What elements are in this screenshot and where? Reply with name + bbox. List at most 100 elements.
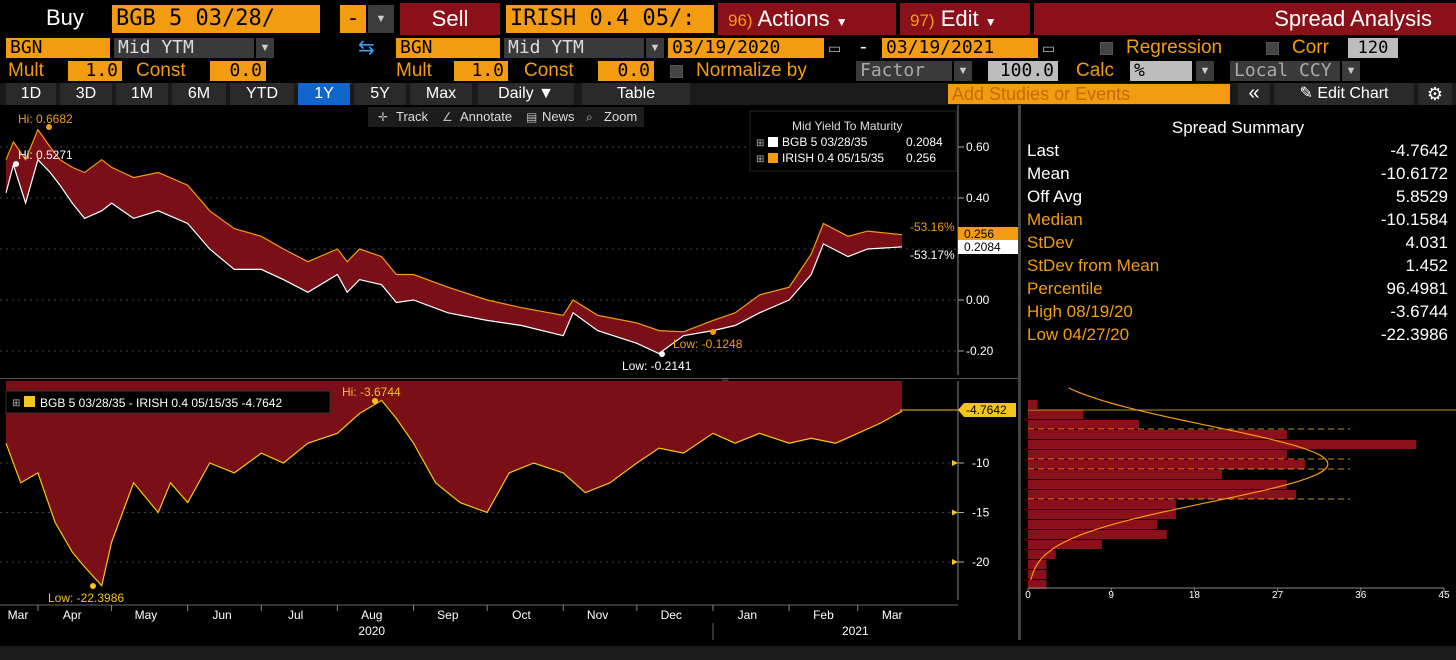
edit-chart-button[interactable]: ✎ Edit Chart	[1274, 83, 1414, 105]
month-label: Mar	[882, 608, 903, 622]
buy-ticker-input[interactable]: BGB 5 03/28/	[112, 5, 320, 33]
calendar-start-icon[interactable]: ▭	[828, 40, 842, 56]
field2-select[interactable]: Mid YTM	[504, 38, 644, 58]
month-label: Aug	[361, 608, 382, 622]
low-orange-marker	[710, 329, 716, 335]
histogram-x-tick-label: 45	[1438, 590, 1450, 601]
chart-toolbar: ✛ Track ∠ Annotate ▤ News ⌕ Zoom	[368, 107, 644, 127]
date-separator: -	[860, 36, 867, 58]
source1-field[interactable]: BGN	[6, 38, 110, 58]
histogram-bar	[1028, 430, 1287, 439]
zoom-icon[interactable]: ⌕	[586, 110, 593, 124]
bottom-legend-expand-icon[interactable]: ⊞	[12, 398, 20, 409]
top-spread-fill	[6, 129, 902, 354]
summary-label: StDev	[1027, 233, 1074, 252]
currency-select[interactable]: Local CCY	[1230, 61, 1340, 81]
actions-dropdown-icon: ▼	[835, 15, 848, 29]
mult1-input[interactable]: 1.0	[68, 61, 122, 81]
hi-white-label: Hi: 0.5271	[18, 148, 73, 162]
news-icon[interactable]: ▤	[526, 110, 537, 124]
summary-value: -4.7642	[1390, 141, 1448, 160]
regression-checkbox[interactable]	[1100, 42, 1113, 55]
calc-input[interactable]: %	[1130, 61, 1192, 81]
legend-s1-value: 0.2084	[906, 135, 943, 149]
calc-dropdown-icon[interactable]: ▼	[1196, 61, 1214, 81]
histogram-bar	[1028, 460, 1306, 469]
track-button[interactable]: Track	[396, 109, 429, 124]
month-label: Sep	[437, 608, 459, 622]
sell-ticker-input[interactable]: IRISH 0.4 05/:	[506, 5, 714, 33]
normalize-select[interactable]: Factor	[856, 61, 952, 81]
normal-curve	[1030, 387, 1329, 581]
edit-menu[interactable]: 97) Edit ▼	[900, 3, 1030, 35]
add-studies-input[interactable]: Add Studies or Events	[948, 84, 1230, 104]
zoom-button[interactable]: Zoom	[604, 109, 637, 124]
normalize-checkbox[interactable]	[670, 65, 683, 78]
histogram-bar	[1028, 410, 1084, 419]
histogram-bar	[1028, 420, 1139, 429]
legend-title: Mid Yield To Maturity	[792, 119, 903, 133]
summary-label: Median	[1027, 210, 1083, 229]
gear-icon[interactable]: ⚙	[1418, 83, 1452, 105]
corr-checkbox[interactable]	[1266, 42, 1279, 55]
actions-menu[interactable]: 96) Actions ▼	[718, 3, 896, 35]
calendar-end-icon[interactable]: ▭	[1042, 40, 1056, 56]
normalize-dropdown-icon[interactable]: ▼	[954, 61, 972, 81]
field1-dropdown-icon[interactable]: ▼	[256, 38, 274, 58]
histogram-bar	[1028, 550, 1056, 559]
factor-input[interactable]: 100.0	[988, 61, 1058, 81]
summary-value: -10.1584	[1380, 210, 1448, 229]
tab-5y[interactable]: 5Y	[354, 83, 406, 105]
resize-handle-icon[interactable]: ═	[721, 374, 729, 384]
summary-row: StDev from Mean 1.452	[1027, 254, 1448, 277]
annotate-button[interactable]: Annotate	[460, 109, 512, 124]
table-button[interactable]: Table	[582, 83, 690, 105]
tab-6m[interactable]: 6M	[172, 83, 226, 105]
corr-window-input[interactable]: 120	[1348, 38, 1398, 58]
date-end-input[interactable]: 03/19/2021	[882, 38, 1038, 58]
currency-dropdown-icon[interactable]: ▼	[1342, 61, 1360, 81]
const1-input[interactable]: 0.0	[210, 61, 266, 81]
legend-expand-icon-2[interactable]: ⊞	[756, 154, 764, 165]
histogram-bar	[1028, 490, 1297, 499]
histogram-bar	[1028, 470, 1223, 479]
swap-arrows-icon[interactable]: ⇆	[358, 37, 375, 59]
period-tab-bar: 1D 3D 1M 6M YTD 1Y 5Y Max Daily ▼ Table Add Stu…	[0, 83, 1456, 105]
tab-1d[interactable]: 1D	[6, 83, 56, 105]
field1-select[interactable]: Mid YTM	[114, 38, 254, 58]
source2-field[interactable]: BGN	[396, 38, 500, 58]
low-white-label: Low: -0.2141	[622, 359, 692, 373]
bottom-legend: ⊞ BGB 5 03/28/35 - IRISH 0.4 05/15/35 -4…	[5, 390, 331, 414]
summary-value: 96.4981	[1386, 279, 1448, 298]
tab-3d[interactable]: 3D	[60, 83, 112, 105]
summary-label: High 08/19/20	[1027, 302, 1133, 321]
summary-row: Percentile 96.4981	[1027, 277, 1448, 300]
mult2-label: Mult	[396, 60, 432, 81]
tab-ytd[interactable]: YTD	[230, 83, 294, 105]
tab-1y[interactable]: 1Y	[298, 83, 350, 105]
date-start-input[interactable]: 03/19/2020	[668, 38, 824, 58]
crosshair-icon[interactable]: ✛	[378, 110, 388, 124]
panel-divider[interactable]	[1018, 105, 1021, 640]
summary-row: Median -10.1584	[1027, 208, 1448, 231]
buy-side-select[interactable]: -	[340, 5, 366, 33]
month-label: Jan	[738, 608, 757, 622]
bottom-legend-swatch	[24, 396, 35, 407]
field2-dropdown-icon[interactable]: ▼	[646, 38, 664, 58]
tab-1m[interactable]: 1M	[116, 83, 168, 105]
annotate-icon[interactable]: ∠	[442, 110, 453, 124]
news-button[interactable]: News	[542, 109, 575, 124]
buy-label: Buy	[46, 5, 84, 30]
tab-max[interactable]: Max	[410, 83, 472, 105]
orange-last-tag	[958, 227, 1018, 241]
legend-expand-icon[interactable]: ⊞	[756, 138, 764, 149]
collapse-icon[interactable]: «	[1238, 83, 1270, 105]
normalize-label: Normalize by	[696, 60, 807, 81]
mult2-input[interactable]: 1.0	[454, 61, 508, 81]
frequency-select[interactable]: Daily ▼	[478, 83, 574, 105]
buy-side-dropdown-icon[interactable]: ▼	[368, 5, 394, 33]
month-label: Dec	[661, 608, 682, 622]
summary-value: -10.6172	[1380, 164, 1448, 183]
regression-label: Regression	[1126, 37, 1223, 58]
const2-input[interactable]: 0.0	[598, 61, 654, 81]
